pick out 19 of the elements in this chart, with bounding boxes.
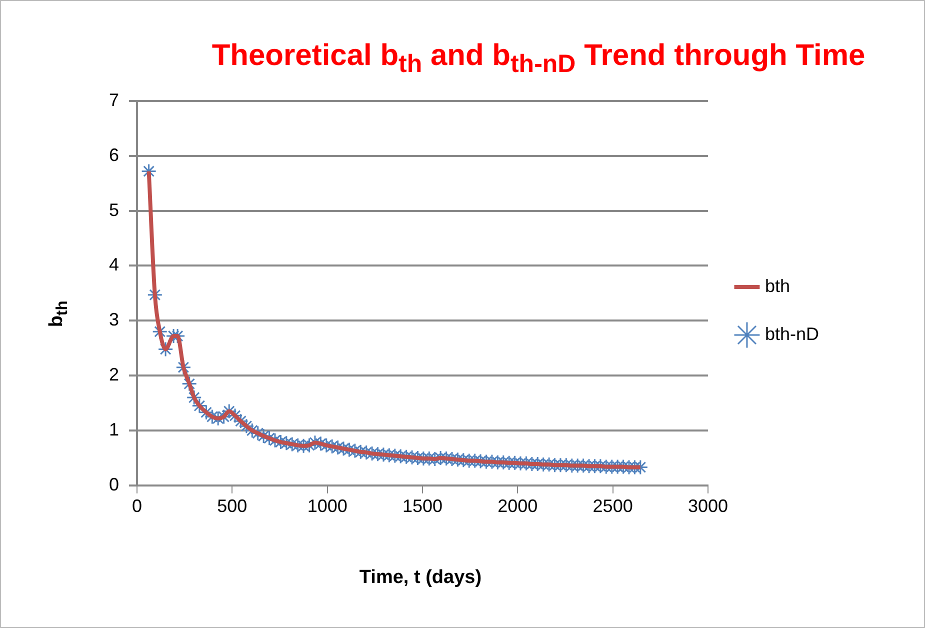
y-tick-label: 0 [108, 474, 120, 494]
x-tick-label: 3000 [688, 496, 728, 516]
y-tick-label: 4 [108, 254, 120, 275]
legend-label: bth-nD [764, 324, 820, 344]
y-tick-label: 2 [108, 364, 120, 385]
chart-title: Theoretical b$_{th}$ and b$_{th-nD}$ Trend through Time [210, 39, 866, 79]
x-axis-title: Time, t (days) [358, 567, 483, 589]
legend-label: bth [764, 276, 790, 296]
x-tick-label: 0 [132, 496, 142, 516]
y-tick-label: 5 [108, 200, 120, 220]
y-tick-label: 1 [108, 419, 120, 440]
x-tick-label: 500 [217, 496, 248, 516]
x-tick-label: 1000 [307, 496, 348, 516]
x-tick-label: 1500 [402, 496, 443, 516]
x-tick-label: 2000 [498, 496, 538, 516]
y-tick-label: 6 [108, 144, 120, 165]
y-tick-label: 3 [108, 310, 120, 330]
y-tick-label: 7 [108, 90, 120, 110]
x-tick-label: 2500 [592, 496, 633, 516]
